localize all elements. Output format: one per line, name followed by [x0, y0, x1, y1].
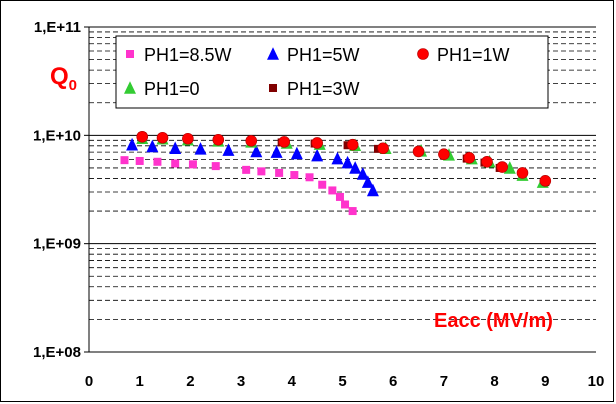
- data-point: [278, 136, 290, 148]
- legend-label: PH1=5W: [287, 45, 360, 65]
- data-point: [516, 167, 529, 179]
- data-point: [156, 131, 169, 144]
- data-point: [250, 144, 263, 158]
- x-tick-label: 2: [186, 373, 194, 390]
- data-point: [377, 142, 389, 155]
- data-point: [222, 143, 235, 156]
- x-axis-label: Eacc (MV/m): [434, 310, 553, 332]
- x-tick-label: 8: [490, 373, 498, 390]
- data-point: [169, 141, 182, 155]
- series-ph1-1w: [136, 130, 552, 187]
- data-point: [136, 130, 149, 143]
- y-tick-label: 1,E+08: [33, 344, 81, 361]
- legend-marker: [417, 48, 429, 60]
- x-tick-label: 3: [237, 373, 245, 390]
- data-point: [245, 135, 258, 147]
- data-point: [328, 186, 337, 195]
- data-point: [361, 175, 374, 188]
- data-points: [120, 130, 552, 216]
- data-point: [356, 167, 369, 180]
- x-tick-label: 10: [588, 373, 605, 390]
- data-point: [539, 175, 552, 187]
- data-point: [153, 157, 162, 166]
- y-tick-labels: 1,E+11 1,E+10 1,E+09 1,E+08: [33, 19, 81, 361]
- y-axis-label-main: Q: [50, 63, 69, 90]
- data-point: [341, 200, 350, 209]
- data-point: [412, 145, 425, 158]
- data-point: [126, 137, 139, 151]
- y-axis-label-subscript: 0: [69, 77, 77, 94]
- data-point: [290, 171, 299, 180]
- data-point: [318, 180, 327, 189]
- series-ph1-5w: [126, 137, 379, 197]
- data-point: [188, 160, 197, 169]
- x-tick-label: 4: [288, 373, 297, 390]
- data-point: [341, 155, 354, 169]
- data-point: [270, 145, 283, 158]
- series-ph1-8-5w: [120, 156, 357, 216]
- data-point: [349, 161, 362, 174]
- data-point: [194, 142, 207, 155]
- data-point: [212, 133, 225, 146]
- data-point: [346, 138, 359, 151]
- y-tick-label: 1,E+11: [34, 19, 81, 36]
- legend-marker: [269, 84, 277, 92]
- legend-label: PH1=8.5W: [144, 45, 232, 65]
- data-point: [463, 152, 476, 164]
- data-point: [135, 156, 144, 165]
- x-tick-labels: 0 1 2 3 4 5 6 7 8 9 10: [85, 373, 605, 390]
- data-point: [311, 148, 324, 162]
- data-point: [366, 183, 379, 197]
- x-tick-label: 7: [440, 373, 448, 390]
- legend-label: PH1=0: [144, 79, 200, 99]
- data-point: [311, 137, 323, 149]
- legend-label: PH1=3W: [287, 79, 360, 99]
- data-point: [348, 207, 357, 216]
- data-point: [120, 156, 129, 165]
- data-point: [275, 168, 284, 177]
- data-point: [171, 159, 180, 168]
- legend: PH1=8.5W PH1=5W PH1=1W PH1=0 PH1=3W: [115, 35, 549, 109]
- x-tick-label: 5: [338, 373, 346, 390]
- data-point: [496, 161, 509, 173]
- x-tick-label: 1: [136, 373, 144, 390]
- y-axis-label: Q0: [50, 63, 77, 94]
- legend-marker: [126, 50, 134, 58]
- data-point: [503, 161, 516, 174]
- x-tick-label: 6: [389, 373, 397, 390]
- x-tick-label: 0: [85, 373, 93, 390]
- data-point: [481, 155, 493, 168]
- axes: [84, 26, 596, 353]
- data-point: [211, 162, 220, 171]
- legend-marker: [124, 81, 136, 94]
- data-point: [438, 148, 450, 160]
- data-point: [290, 146, 303, 160]
- data-point: [182, 132, 194, 145]
- y-tick-label: 1,E+09: [33, 236, 81, 253]
- legend-label: PH1=1W: [437, 45, 510, 65]
- data-point: [305, 173, 314, 182]
- y-tick-label: 1,E+10: [33, 127, 81, 144]
- data-point: [242, 165, 251, 174]
- data-point: [257, 167, 266, 176]
- data-point: [146, 139, 159, 153]
- data-point: [335, 192, 344, 201]
- legend-box: [115, 35, 549, 109]
- data-point: [331, 151, 344, 165]
- legend-marker: [267, 47, 279, 60]
- x-tick-label: 9: [541, 373, 549, 390]
